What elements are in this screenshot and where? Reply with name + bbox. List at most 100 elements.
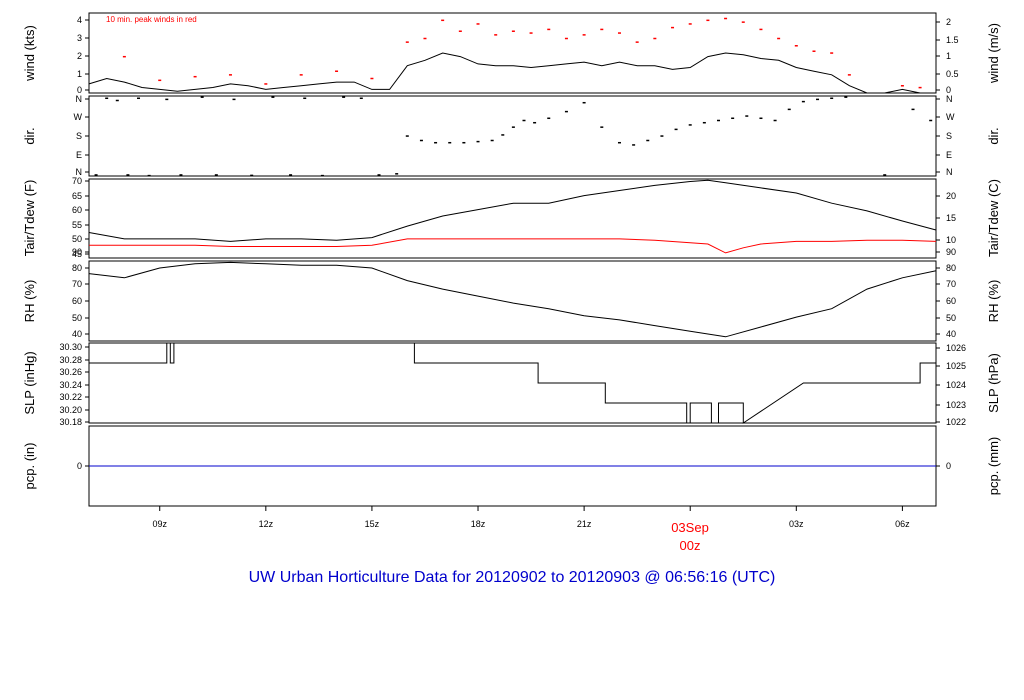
- data-point: [137, 97, 141, 100]
- data-point: [830, 52, 834, 54]
- data-point: [529, 32, 533, 34]
- data-point: [533, 121, 537, 124]
- data-point: [147, 174, 151, 177]
- data-point: [264, 83, 268, 85]
- data-point: [688, 124, 692, 126]
- data-point: [773, 119, 777, 122]
- data-point: [200, 96, 204, 98]
- y-tick-label: 30.26: [59, 367, 82, 377]
- x-tick-label: 12z: [259, 519, 274, 529]
- data-point: [299, 74, 303, 76]
- data-point: [335, 70, 339, 72]
- data-point: [617, 141, 621, 144]
- data-point: [511, 30, 515, 32]
- data-point: [193, 75, 197, 78]
- data-point: [511, 126, 515, 128]
- y2-tick-label: 1023: [946, 400, 966, 410]
- data-point: [232, 98, 236, 101]
- data-point: [370, 77, 374, 80]
- y-tick-label: 40: [72, 329, 82, 339]
- y2-tick-label: 70: [946, 279, 956, 289]
- y-tick-label: N: [76, 94, 83, 104]
- y2-tick-label: 1.5: [946, 35, 959, 45]
- date-label-sub: 00z: [680, 538, 701, 553]
- data-point: [844, 96, 848, 98]
- data-point: [830, 97, 834, 100]
- data-point: [600, 28, 604, 31]
- y2-axis-label: SLP (hPa): [986, 353, 1001, 413]
- y2-tick-label: 1022: [946, 417, 966, 427]
- y-tick-label: 50: [72, 234, 82, 244]
- y-tick-label: 80: [72, 263, 82, 273]
- data-point: [911, 108, 915, 111]
- data-point: [94, 174, 98, 176]
- y2-tick-label: E: [946, 150, 952, 160]
- y-axis-label: RH (%): [22, 280, 37, 323]
- y2-axis-label: wind (m/s): [986, 23, 1001, 84]
- data-point: [847, 74, 851, 76]
- data-point: [564, 110, 568, 113]
- x-tick-label: 15z: [365, 519, 380, 529]
- y-tick-label: 0: [77, 461, 82, 471]
- data-point: [759, 117, 763, 120]
- y-axis-label: Tair/Tdew (F): [22, 180, 37, 257]
- y-tick-label: 2: [77, 51, 82, 61]
- data-point: [501, 134, 505, 136]
- y2-tick-label: 20: [946, 191, 956, 201]
- data-point: [419, 139, 423, 142]
- y2-tick-label: 15: [946, 213, 956, 223]
- data-point: [688, 23, 692, 25]
- y-tick-label: 30.24: [59, 380, 82, 390]
- y-tick-label: 90: [72, 247, 82, 257]
- data-point: [250, 174, 254, 177]
- y-tick-label: 65: [72, 191, 82, 201]
- panel-frame: [88, 260, 937, 342]
- data-point: [342, 96, 346, 98]
- data-point: [759, 28, 763, 31]
- panel-frame: [88, 12, 937, 94]
- chart-title: UW Urban Horticulture Data for 20120902 …: [249, 569, 776, 586]
- data-point: [289, 174, 293, 176]
- data-point: [165, 98, 169, 101]
- data-point: [115, 99, 119, 102]
- panel-wind: 0 1 2 3 4 0 0.5 1 1.5 2 wind (kts) wind (m/s) 10 min…: [22, 12, 1001, 95]
- data-point: [702, 121, 706, 124]
- data-point: [359, 97, 363, 100]
- y-axis-label: pcp. (in): [22, 443, 37, 490]
- date-label: 03Sep: [671, 520, 709, 535]
- x-tick-label: 09z: [152, 519, 167, 529]
- y2-tick-label: 90: [946, 247, 956, 257]
- panel-note: 10 min. peak winds in red: [106, 15, 197, 24]
- data-point: [653, 37, 657, 40]
- data-point: [494, 34, 498, 36]
- data-point: [476, 140, 480, 143]
- data-point: [745, 115, 749, 117]
- x-tick-label: 03z: [789, 519, 804, 529]
- panel-rh: 40 50 60 70 80 90 40 50 60 70 80 90 RH (%) RH (%): [22, 247, 1001, 342]
- y2-tick-label: 10: [946, 235, 956, 245]
- data-point: [271, 96, 275, 98]
- y2-tick-label: 40: [946, 329, 956, 339]
- y-tick-label: 30.28: [59, 355, 82, 365]
- panel-temp: 45 50 55 60 65 70 10 15 20 Tair/Tdew (F) Tair/Tdew…: [22, 176, 1001, 259]
- x-tick-label: 21z: [577, 519, 592, 529]
- data-point: [660, 135, 664, 137]
- data-point: [179, 174, 183, 176]
- series-line-rh: [88, 261, 937, 338]
- series-line-slp: [89, 342, 936, 424]
- y2-axis-label: RH (%): [986, 280, 1001, 323]
- y-tick-label: 3: [77, 33, 82, 43]
- data-point: [900, 85, 904, 87]
- data-point: [448, 141, 452, 144]
- data-point: [812, 50, 816, 52]
- y-tick-label: 30.22: [59, 392, 82, 402]
- y2-tick-label: 0: [946, 85, 951, 95]
- y2-tick-label: W: [946, 112, 955, 122]
- panel-frame: [88, 95, 937, 177]
- data-point: [706, 19, 710, 22]
- data-point: [158, 79, 162, 82]
- data-point: [883, 174, 887, 176]
- y2-tick-label: 0.5: [946, 69, 959, 79]
